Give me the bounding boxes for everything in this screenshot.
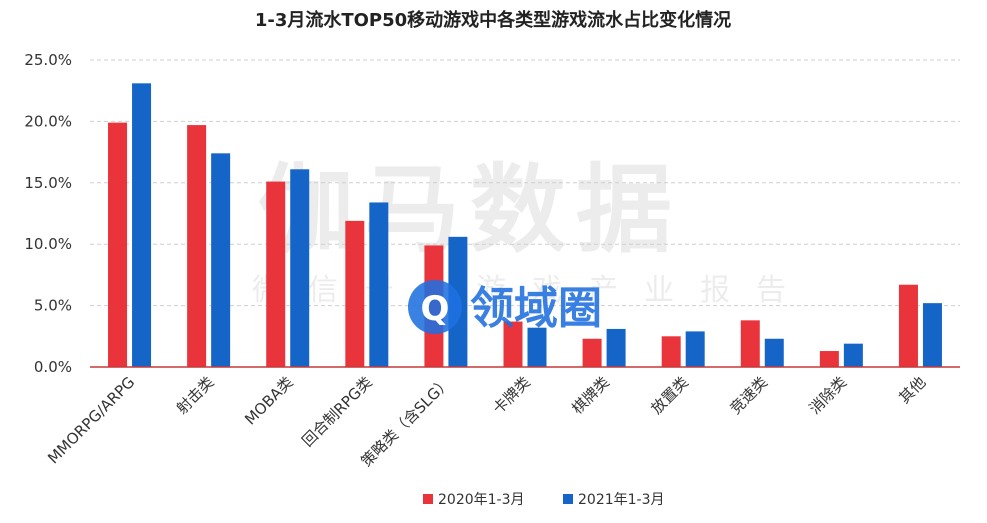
bar-2020 — [819, 351, 839, 367]
bar-2021 — [685, 331, 705, 367]
category-label: 回合制RPG类 — [299, 373, 376, 450]
watermark-subtitle: 微信号：游戏产业报告 — [252, 273, 812, 308]
y-tick-label: 20.0% — [24, 112, 72, 130]
y-tick-label: 25.0% — [24, 51, 72, 69]
y-tick-label: 15.0% — [24, 174, 72, 192]
bar-2020 — [187, 125, 207, 367]
legend: 2020年1-3月 2021年1-3月 — [423, 492, 665, 508]
category-label: 卡牌类 — [489, 373, 534, 418]
category-label: 棋牌类 — [568, 373, 613, 418]
y-axis-ticks: 0.0% 5.0% 10.0% 15.0% 20.0% 25.0% — [24, 51, 72, 376]
category-label: MMORPG/ARPG — [44, 373, 138, 467]
bar-2020 — [898, 284, 918, 367]
legend-swatch — [563, 494, 573, 504]
bar-2021 — [369, 202, 389, 367]
watermark-brand: 伽马数据 — [258, 154, 682, 266]
bar-2021 — [922, 303, 942, 367]
bar-2021 — [132, 83, 152, 367]
logo-mark-icon: Q — [421, 289, 450, 329]
bar-2021 — [527, 327, 547, 367]
legend-swatch — [423, 494, 433, 504]
bar-2020 — [503, 321, 523, 367]
bar-2020 — [108, 122, 128, 368]
logo-text: 领域圈 — [470, 283, 602, 334]
y-tick-label: 0.0% — [34, 358, 72, 376]
category-label: 消除类 — [806, 373, 851, 418]
category-label: 其他 — [895, 373, 929, 407]
bar-2020 — [582, 338, 602, 367]
category-label: 放置类 — [647, 373, 692, 418]
bar-2020 — [266, 181, 286, 367]
chart-title: 1-3月流水TOP50移动游戏中各类型游戏流水占比变化情况 — [255, 9, 731, 31]
logo-mark-circle — [408, 280, 462, 334]
bar-2021 — [843, 343, 863, 367]
bar-2020 — [661, 336, 681, 367]
logo-watermark: Q 领域圈 — [408, 280, 602, 334]
bar-2020 — [345, 220, 365, 367]
y-tick-label: 5.0% — [34, 297, 72, 315]
category-label: 射击类 — [173, 373, 218, 418]
category-label: MOBA类 — [241, 373, 296, 428]
bar-2021 — [211, 153, 231, 367]
legend-label: 2021年1-3月 — [578, 492, 665, 508]
bar-2021 — [606, 328, 626, 367]
category-label: 竞速类 — [727, 373, 772, 418]
bar-2020 — [740, 320, 760, 367]
bar-2021 — [764, 338, 784, 367]
y-tick-label: 10.0% — [24, 235, 72, 253]
bar-2021 — [290, 169, 310, 367]
legend-label: 2020年1-3月 — [438, 492, 525, 508]
grid — [90, 59, 960, 307]
